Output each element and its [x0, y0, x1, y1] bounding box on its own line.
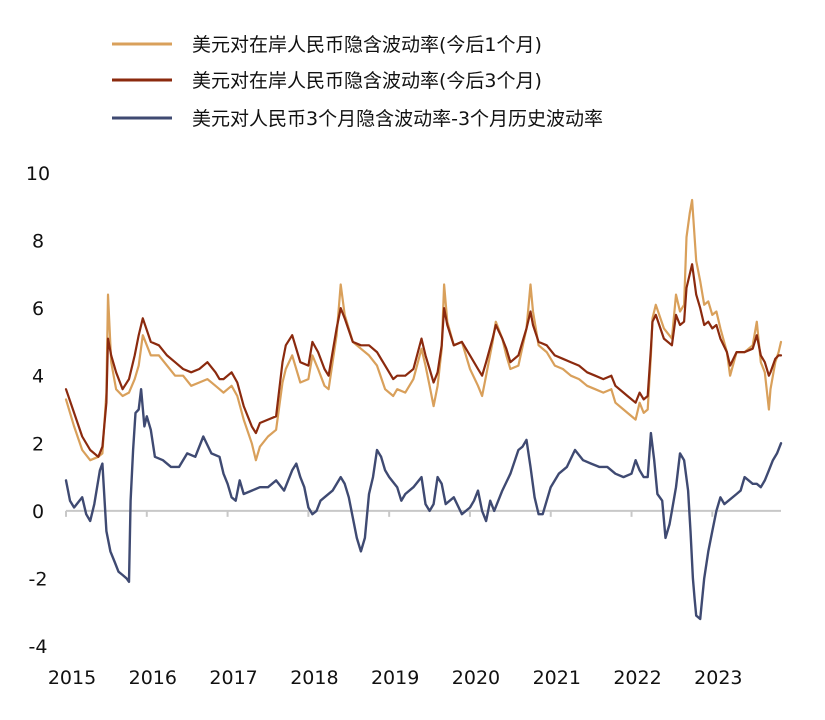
legend-label-2: 美元对在岸人民币隐含波动率(今后3个月) [192, 70, 542, 92]
plot-area [64, 198, 783, 621]
y-tick-label: 10 [26, 163, 50, 185]
legend: 美元对在岸人民币隐含波动率(今后1个月) 美元对在岸人民币隐含波动率(今后3个月)… [112, 34, 603, 130]
legend-label-3: 美元对人民币3个月隐含波动率-3个月历史波动率 [192, 108, 603, 130]
series-line-2 [64, 263, 783, 458]
y-axis-tick-labels: 10 8 6 4 2 0 -2 -4 [26, 163, 50, 658]
x-tick-label: 2019 [371, 667, 419, 689]
y-tick-label: -2 [29, 568, 48, 590]
y-tick-label: -4 [29, 636, 48, 658]
y-tick-label: 0 [32, 501, 44, 523]
legend-label-1: 美元对在岸人民币隐含波动率(今后1个月) [192, 34, 542, 56]
x-tick-label: 2022 [613, 667, 661, 689]
y-tick-label: 6 [32, 298, 44, 320]
series-line-3 [64, 388, 783, 621]
y-tick-label: 4 [32, 366, 44, 388]
x-tick-label: 2020 [452, 667, 500, 689]
x-tick-label: 2018 [290, 667, 338, 689]
x-axis: 2015 2016 2017 2018 2019 2020 2021 2022 2023 [48, 510, 743, 689]
x-tick-label: 2023 [694, 667, 742, 689]
y-tick-label: 8 [32, 231, 44, 253]
x-tick-label: 2021 [533, 667, 581, 689]
x-tick-label: 2016 [129, 667, 177, 689]
x-tick-label: 2017 [209, 667, 257, 689]
x-tick-label: 2015 [48, 667, 96, 689]
y-tick-label: 2 [32, 433, 44, 455]
